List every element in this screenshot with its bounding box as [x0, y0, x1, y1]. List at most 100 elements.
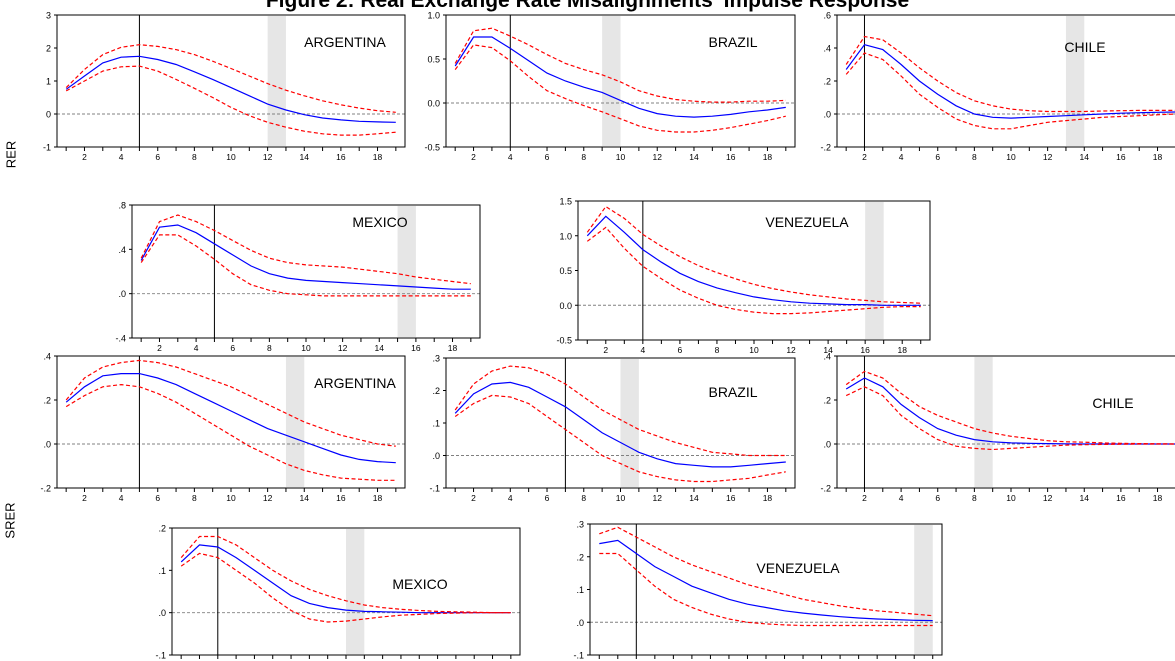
shaded-region	[974, 357, 993, 487]
x-tick-label: 10	[616, 493, 626, 503]
y-tick-label: -0.5	[424, 143, 440, 153]
x-tick-label: 16	[726, 493, 736, 503]
x-tick-label: 4	[508, 152, 513, 162]
chart-rer-chile: -.2 .0 .2 .4 .6 2 4 6 8 10 12 14 16 18 CHILE	[820, 11, 1175, 162]
x-tick-label: 14	[375, 343, 385, 353]
x-tick-label: 18	[763, 493, 773, 503]
shaded-region	[602, 16, 621, 146]
lower-band-line	[454, 394, 786, 483]
x-tick-label: 12	[653, 493, 663, 503]
shaded-region	[914, 525, 933, 654]
x-tick-label: 18	[373, 493, 383, 503]
x-tick-label: 10	[749, 345, 759, 355]
x-tick-label: 8	[715, 345, 720, 355]
x-tick-label: 10	[1006, 152, 1016, 162]
response-line	[454, 381, 786, 468]
upper-band-line	[454, 365, 786, 457]
x-tick-label: 10	[226, 152, 236, 162]
upper-band-line	[140, 214, 471, 285]
x-tick-label: 18	[1153, 493, 1163, 503]
x-tick-label: 2	[862, 493, 867, 503]
y-tick-label: -.2	[40, 484, 51, 494]
lower-band-line	[845, 386, 1175, 451]
lower-band-line	[65, 383, 396, 481]
x-tick-label: 16	[1116, 493, 1126, 503]
x-tick-label: 14	[1080, 493, 1090, 503]
x-tick-label: 14	[689, 493, 699, 503]
x-tick-label: 18	[763, 152, 773, 162]
y-tick-label: .2	[576, 552, 584, 562]
y-tick-label: .4	[823, 352, 831, 362]
chart-srer-venezuela: -.1 .0 .1 .2 .3 VENEZUELA	[573, 520, 943, 661]
x-tick-label: 18	[1153, 152, 1163, 162]
x-tick-label: 8	[972, 152, 977, 162]
shaded-region	[865, 202, 884, 339]
plot-frame	[589, 523, 943, 656]
y-tick-label: .1	[576, 585, 584, 595]
y-tick-label: .2	[158, 524, 166, 534]
response-line	[180, 544, 511, 614]
x-tick-label: 2	[471, 152, 476, 162]
x-tick-label: 6	[230, 343, 235, 353]
y-tick-label: 0.0	[559, 301, 572, 311]
x-tick-label: 12	[786, 345, 796, 355]
y-tick-label: .2	[823, 396, 831, 406]
chart-srer-mexico: -.1 .0 .1 .2 MEXICO	[155, 524, 521, 661]
upper-band-line	[599, 526, 933, 617]
x-tick-label: 12	[1043, 152, 1053, 162]
y-tick-label: .0	[432, 451, 440, 461]
upper-band-line	[586, 205, 921, 304]
y-tick-label: 1.5	[559, 197, 572, 207]
upper-band-line	[845, 35, 1175, 113]
lower-band-line	[599, 552, 933, 627]
shaded-region	[397, 206, 416, 337]
y-tick-label: .0	[823, 440, 831, 450]
response-line	[845, 377, 1175, 445]
lower-band-line	[65, 65, 396, 136]
x-tick-label: 6	[155, 493, 160, 503]
response-line	[845, 44, 1175, 119]
x-tick-label: 14	[300, 152, 310, 162]
y-tick-label: .3	[432, 354, 440, 364]
x-tick-label: 12	[1043, 493, 1053, 503]
shaded-region	[1065, 16, 1085, 146]
x-tick-label: 4	[119, 493, 124, 503]
plot-frame	[836, 14, 1175, 148]
y-tick-label: 3	[46, 11, 51, 21]
y-tick-label: .6	[823, 11, 831, 21]
country-label: VENEZUELA	[756, 560, 840, 576]
x-tick-label: 12	[263, 493, 273, 503]
y-tick-label: -.2	[820, 143, 831, 153]
y-tick-label: -.1	[155, 651, 166, 661]
x-tick-label: 8	[267, 343, 272, 353]
y-tick-label: 0.5	[427, 55, 440, 65]
y-tick-label: 1	[46, 77, 51, 87]
x-tick-label: 8	[972, 493, 977, 503]
shaded-region	[346, 529, 365, 654]
x-tick-label: 12	[338, 343, 348, 353]
chart-rer-venezuela: -0.5 0.0 0.5 1.0 1.5 2 4 6 8 10 12 14 16 18 VENEZUELA	[556, 197, 931, 355]
y-tick-label: .4	[43, 352, 51, 362]
x-tick-label: 10	[616, 152, 626, 162]
response-line	[586, 215, 921, 306]
x-tick-label: 12	[263, 152, 273, 162]
response-line	[140, 224, 471, 290]
lower-band-line	[845, 52, 1175, 130]
upper-band-line	[454, 27, 786, 103]
y-tick-label: -0.5	[556, 336, 572, 346]
y-tick-label: -.1	[573, 651, 584, 661]
country-label: CHILE	[1064, 39, 1105, 55]
chart-rer-brazil: -0.5 0.0 0.5 1.0 2 4 6 8 10 12 14 16 18 BRAZIL	[424, 11, 796, 162]
shaded-region	[267, 16, 286, 146]
y-tick-label: 1.0	[427, 11, 440, 21]
response-line	[454, 36, 786, 118]
x-tick-label: 2	[471, 493, 476, 503]
x-tick-label: 8	[581, 152, 586, 162]
x-tick-label: 4	[119, 152, 124, 162]
upper-band-line	[65, 359, 396, 447]
y-tick-label: 0	[46, 110, 51, 120]
plot-frame	[836, 355, 1175, 489]
country-label: ARGENTINA	[314, 375, 396, 391]
country-label: MEXICO	[352, 214, 407, 230]
response-line	[65, 55, 396, 123]
